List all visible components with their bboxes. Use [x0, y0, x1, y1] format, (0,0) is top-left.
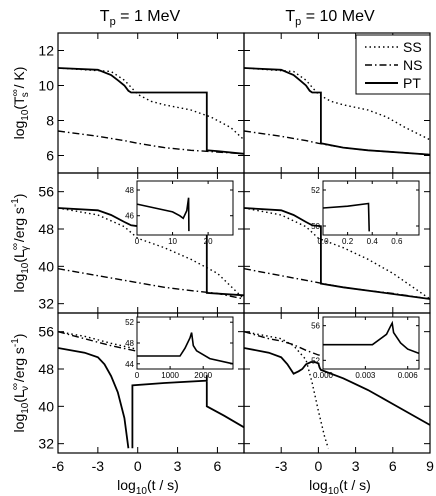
series-line-pt: [244, 207, 430, 300]
series-line-ss: [58, 67, 244, 141]
inset-frame: [322, 180, 420, 236]
inset-y-tick-label: 52: [311, 356, 320, 365]
inset-x-tick-label: 1000: [161, 371, 179, 380]
inset-y-tick-label: 46: [125, 212, 134, 221]
inset-y-tick-label: 44: [125, 360, 134, 369]
inset-y-tick-label: 52: [125, 318, 134, 327]
inset-x-tick-label: 0.2: [342, 237, 354, 246]
inset-series-line-pt: [323, 320, 420, 355]
inset-x-tick-label: 0.006: [398, 371, 419, 380]
panel-0-0: 6 8 10 12: [38, 32, 245, 174]
inset-series-line-pt: [322, 202, 370, 232]
inset-0-1: 46 48 0 10 20: [125, 180, 234, 246]
y-tick-label: 40: [38, 258, 54, 274]
inset-series-line-pt: [137, 332, 234, 365]
y-tick-label: 32: [38, 436, 54, 452]
series-group: [244, 207, 430, 300]
series-line-pt: [244, 67, 430, 156]
y-tick-label: 10: [38, 78, 54, 94]
y-tick-label: 40: [38, 398, 54, 414]
series-line-ss: [58, 207, 244, 300]
x-tick-label: 0: [134, 458, 142, 474]
panel-0-2: 32 40 48 56 -6 -3 0 3 6 44 48 52 0 1000 2000: [38, 312, 245, 474]
y-tick-label: 12: [38, 43, 54, 59]
inset-frame: [136, 180, 234, 236]
series-line-pt: [58, 207, 244, 297]
inset-x-tick-label: 0.003: [355, 371, 376, 380]
series-line-ns: [244, 130, 430, 156]
legend-label-ss: SS: [403, 39, 422, 55]
inset-x-tick-label: 0: [135, 237, 140, 246]
y-tick-label: 48: [38, 221, 54, 237]
x-axis-label-right: log10(t / s): [309, 477, 371, 496]
y-tick-label: 48: [38, 361, 54, 377]
x-tick-label: -6: [52, 458, 65, 474]
x-tick-label: -3: [275, 458, 288, 474]
series-line-ss: [244, 67, 430, 141]
inset-y-tick-label: 52: [311, 186, 320, 195]
inset-1-2: 52 56 0.000 0.003 0.006: [311, 316, 420, 380]
x-tick-label: 9: [426, 458, 434, 474]
x-tick-label: 0: [315, 458, 323, 474]
inset-y-tick-label: 48: [125, 186, 134, 195]
x-tick-label: -3: [92, 458, 105, 474]
inset-x-tick-label: 0: [135, 371, 140, 380]
y-tick-label: 32: [38, 296, 54, 312]
inset-x-tick-label: 0.0: [317, 237, 329, 246]
panel-1-1: 50 52 0.0 0.2 0.4 0.6: [243, 172, 431, 314]
inset-x-tick-label: 10: [168, 237, 177, 246]
legend-label-ns: NS: [403, 57, 422, 73]
x-tick-label: 3: [352, 458, 360, 474]
inset-y-tick-label: 50: [311, 222, 320, 231]
x-axis-label-left: log10(t / s): [117, 477, 179, 496]
inset-x-tick-label: 20: [204, 237, 213, 246]
panel-0-1: 32 40 48 56 46 48 0 10 20: [38, 172, 245, 314]
inset-x-tick-label: 0.4: [367, 237, 379, 246]
series-line-pt: [131, 375, 244, 449]
x-tick-label: 6: [389, 458, 397, 474]
series-line-pt: [58, 67, 244, 155]
series-line-pt: [58, 347, 130, 449]
inset-y-tick-label: 56: [311, 322, 320, 331]
inset-0-2: 44 48 52 0 1000 2000: [125, 316, 234, 380]
series-line-ns: [58, 130, 244, 155]
inset-series-line-pt: [136, 197, 190, 232]
x-tick-label: 3: [174, 458, 182, 474]
y-axis-label-neutrino-luminosity: log10(L∞ν /erg s-1): [10, 334, 31, 433]
series-line-ss: [244, 207, 430, 300]
legend: SS NS PT: [355, 34, 431, 95]
series-group: [58, 67, 244, 155]
series-line-ns: [58, 268, 244, 300]
panel-1-2: -3 0 3 6 9 52 56 0.000 0.003 0.006: [243, 312, 434, 474]
y-axis-label-temperature: log10(T∞s / K): [10, 67, 31, 140]
inset-x-tick-label: 0.6: [391, 237, 403, 246]
inset-x-tick-label: 2000: [194, 371, 212, 380]
x-tick-label: 6: [214, 458, 222, 474]
panels-layer: 6 8 10 12 32 40 48 56 46 48 0 10 20 32 40 48 56 -6 -3 0 3 6 44…: [38, 32, 434, 474]
series-line-ss: [244, 331, 329, 449]
y-tick-label: 8: [46, 113, 54, 129]
series-line-pt: [244, 347, 430, 426]
column-title-right: Tp = 10 MeV: [285, 8, 375, 28]
inset-x-tick-label: 0.000: [313, 371, 334, 380]
inset-y-tick-label: 48: [125, 339, 134, 348]
column-title-left: Tp = 1 MeV: [100, 8, 181, 28]
y-tick-label: 6: [46, 148, 54, 164]
panel-frame: [243, 312, 431, 454]
series-group: [244, 67, 430, 156]
y-tick-label: 56: [38, 184, 54, 200]
series-group: [58, 207, 244, 300]
y-axis-label-photon-luminosity: log10(L∞γ /erg s-1): [10, 194, 31, 293]
legend-label-pt: PT: [403, 75, 421, 91]
inset-1-1: 50 52 0.0 0.2 0.4 0.6: [311, 180, 420, 246]
y-tick-label: 56: [38, 324, 54, 340]
inset-frame: [322, 316, 420, 370]
